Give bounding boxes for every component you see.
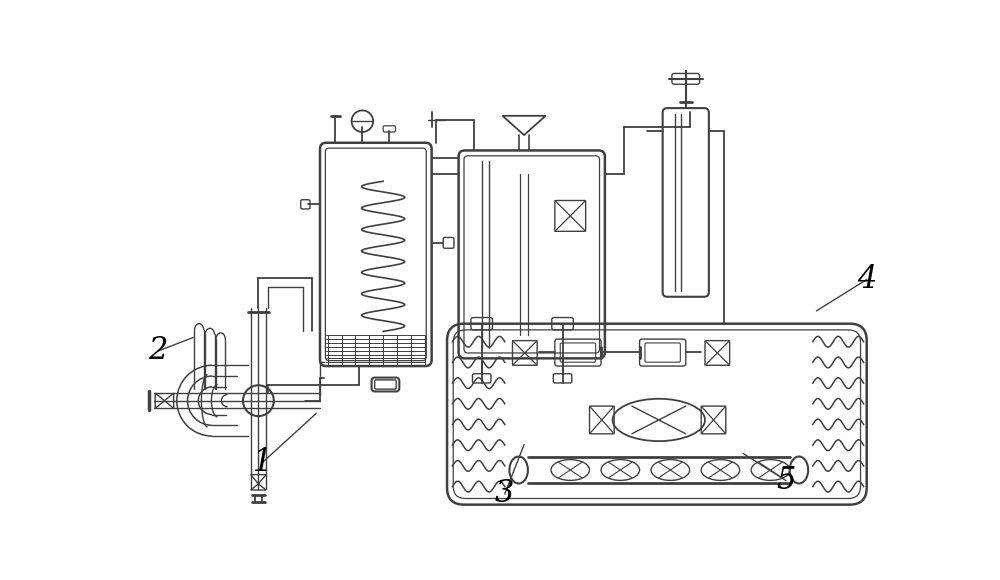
Text: 4: 4: [857, 264, 876, 295]
Text: 5: 5: [776, 465, 796, 496]
Text: 3: 3: [495, 478, 514, 509]
Text: 2: 2: [149, 335, 168, 367]
Text: 1: 1: [253, 447, 272, 478]
